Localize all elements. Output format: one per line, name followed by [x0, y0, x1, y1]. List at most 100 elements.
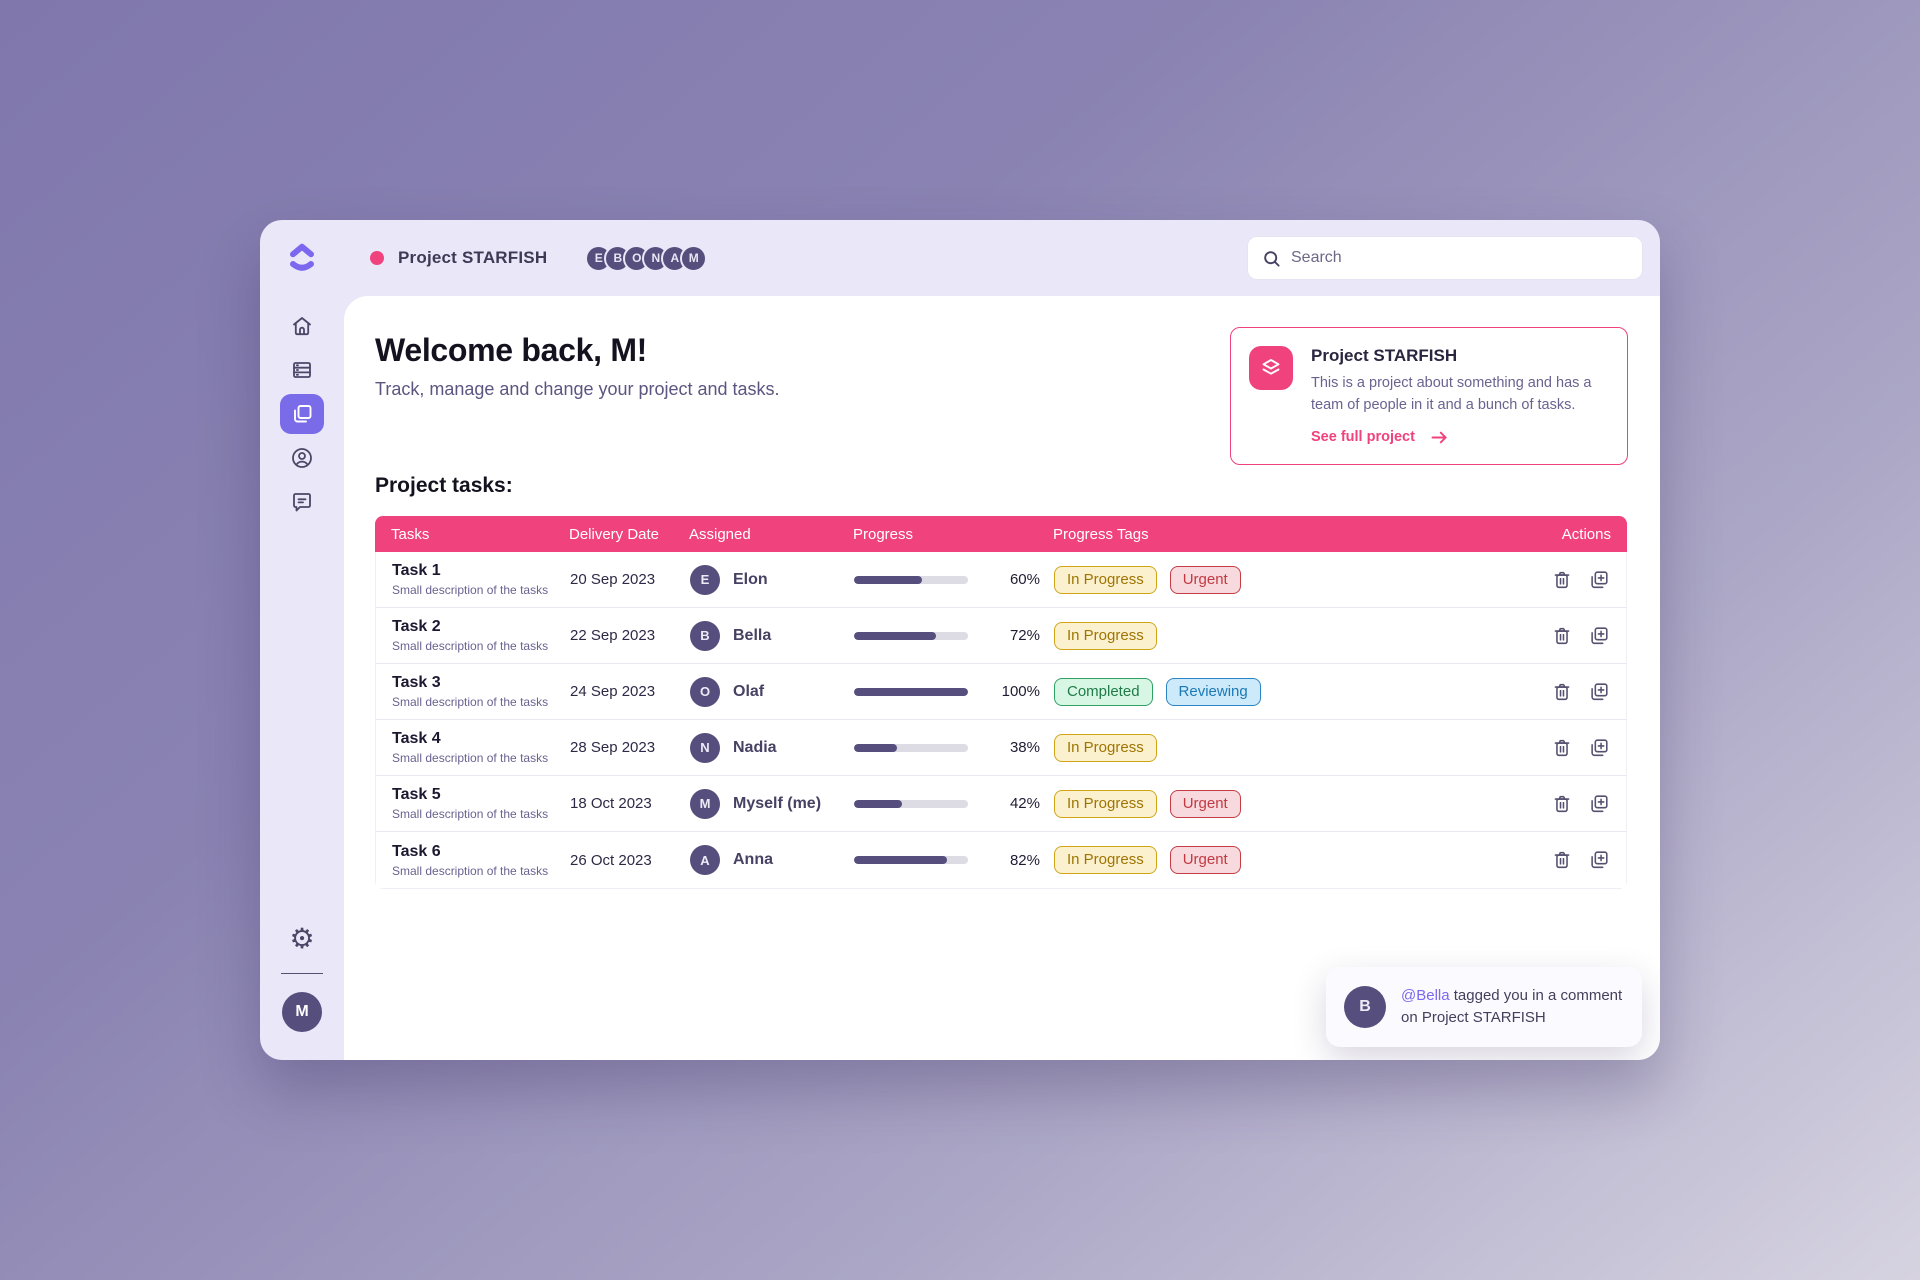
project-title: Project STARFISH: [398, 248, 548, 267]
task-description: Small description of the tasks: [392, 863, 549, 878]
sidebar-divider: [281, 973, 323, 974]
progress-bar: [854, 575, 968, 584]
assignee-cell: N Nadia: [690, 732, 854, 763]
sidebar-item-profile[interactable]: [280, 436, 324, 480]
see-full-project-link[interactable]: See full project: [1311, 427, 1609, 448]
task-description: Small description of the tasks: [392, 639, 549, 653]
assignee-avatar: M: [690, 788, 720, 819]
sidebar-item-pages-active[interactable]: [280, 394, 324, 434]
app-logo[interactable]: [260, 240, 344, 276]
tag-completed: Completed: [1054, 677, 1153, 706]
team-avatar[interactable]: M: [680, 244, 708, 272]
table-row[interactable]: Task 2 Small description of the tasks 22…: [376, 608, 1626, 664]
sidebar-item-home[interactable]: [280, 304, 324, 348]
row-actions: [1490, 793, 1610, 815]
delete-task-button[interactable]: [1551, 849, 1573, 871]
assignee-avatar: E: [690, 564, 720, 595]
user-avatar[interactable]: M: [282, 992, 322, 1032]
pages-icon: [294, 405, 312, 423]
table-row[interactable]: Task 6 Small description of the tasks 26…: [376, 832, 1626, 888]
copy-plus-icon: [1591, 626, 1608, 644]
toast-mention-link[interactable]: @Bella: [1401, 986, 1450, 1004]
copy-plus-icon: [1591, 570, 1608, 588]
column-header: Progress: [853, 525, 914, 543]
project-card-description: This is a project about something and ha…: [1311, 375, 1592, 413]
delivery-date: 22 Sep 2023: [570, 627, 656, 644]
assignee-name: Elon: [733, 570, 768, 588]
delete-task-button[interactable]: [1551, 569, 1573, 591]
delete-task-button[interactable]: [1551, 793, 1573, 815]
duplicate-task-button[interactable]: [1588, 737, 1610, 759]
delete-task-button[interactable]: [1551, 681, 1573, 703]
settings-gear-icon[interactable]: ⚙: [289, 923, 315, 954]
progress-bar-fill: [854, 799, 902, 808]
progress-cell: 42%: [854, 795, 1054, 812]
copy-plus-icon: [1591, 794, 1608, 812]
column-header: Tasks: [391, 525, 430, 543]
column-header: Progress Tags: [1053, 525, 1149, 543]
assignee-avatar: N: [690, 732, 720, 763]
trash-icon: [1554, 851, 1570, 869]
progress-bar-fill: [854, 743, 898, 752]
toast-avatar: B: [1344, 986, 1386, 1028]
progress-cell: 82%: [854, 852, 1054, 869]
table-row[interactable]: Task 3 Small description of the tasks 24…: [376, 664, 1626, 720]
table-row[interactable]: Task 5 Small description of the tasks 18…: [376, 776, 1626, 832]
progress-percent: 100%: [1001, 683, 1040, 700]
arrow-right-icon: [1431, 431, 1447, 443]
assignee-name: Myself (me): [733, 794, 822, 812]
progress-cell: 72%: [854, 627, 1054, 644]
assignee-cell: M Myself (me): [690, 788, 854, 819]
duplicate-task-button[interactable]: [1588, 681, 1610, 703]
task-cell: Task 2 Small description of the tasks: [392, 618, 570, 653]
project-status-dot: [370, 251, 384, 265]
assignee-cell: E Elon: [690, 564, 854, 595]
delete-task-button[interactable]: [1551, 737, 1573, 759]
progress-cell: 60%: [854, 571, 1054, 588]
row-actions: [1490, 849, 1610, 871]
task-title: Task 2: [392, 618, 441, 635]
assignee-avatar: A: [690, 845, 720, 875]
assignee-name: Nadia: [733, 738, 777, 756]
progress-tags-cell: In Progress: [1054, 733, 1490, 762]
copy-plus-icon: [1591, 682, 1608, 700]
sidebar-item-boards[interactable]: [280, 348, 324, 392]
copy-plus-icon: [1591, 738, 1608, 756]
notification-toast[interactable]: B @Bella tagged you in a comment on Proj…: [1326, 967, 1642, 1047]
tag-in-progress: In Progress: [1054, 733, 1157, 762]
board-list-icon: [293, 362, 311, 378]
duplicate-task-button[interactable]: [1588, 569, 1610, 591]
progress-bar-fill: [854, 575, 923, 584]
trash-icon: [1554, 683, 1570, 700]
sidebar-item-comments[interactable]: [280, 480, 324, 524]
welcome-subtitle: Track, manage and change your project an…: [375, 379, 780, 399]
duplicate-task-button[interactable]: [1588, 849, 1610, 871]
trash-icon: [1554, 739, 1570, 756]
toast-text: @Bella tagged you in a comment on Projec…: [1401, 985, 1624, 1030]
duplicate-task-button[interactable]: [1588, 793, 1610, 815]
progress-bar: [854, 856, 968, 864]
progress-tags-cell: In Progress Urgent: [1054, 846, 1490, 874]
search-input[interactable]: [1291, 249, 1628, 267]
row-actions: [1490, 737, 1610, 759]
delete-task-button[interactable]: [1551, 625, 1573, 647]
project-card-body: Project STARFISH This is a project about…: [1311, 346, 1609, 448]
table-body: Task 1 Small description of the tasks 20…: [375, 552, 1627, 889]
task-description: Small description of the tasks: [392, 695, 549, 709]
tasks-table: Tasks Delivery Date Assigned Progress Progre…: [375, 516, 1627, 889]
delivery-date: 18 Oct 2023: [570, 795, 652, 812]
assignee-name: Anna: [733, 851, 773, 868]
progress-bar: [854, 743, 968, 752]
clickup-logo-icon: [290, 243, 314, 271]
team-avatar[interactable]: B: [604, 244, 632, 272]
table-row[interactable]: Task 4 Small description of the tasks 28…: [376, 720, 1626, 776]
project-title-group: Project STARFISH: [370, 248, 547, 268]
table-row[interactable]: Task 1 Small description of the tasks 20…: [376, 552, 1626, 608]
progress-bar: [854, 687, 968, 696]
tag-urgent: Urgent: [1169, 565, 1241, 594]
duplicate-task-button[interactable]: [1588, 625, 1610, 647]
progress-bar-fill: [854, 856, 948, 864]
